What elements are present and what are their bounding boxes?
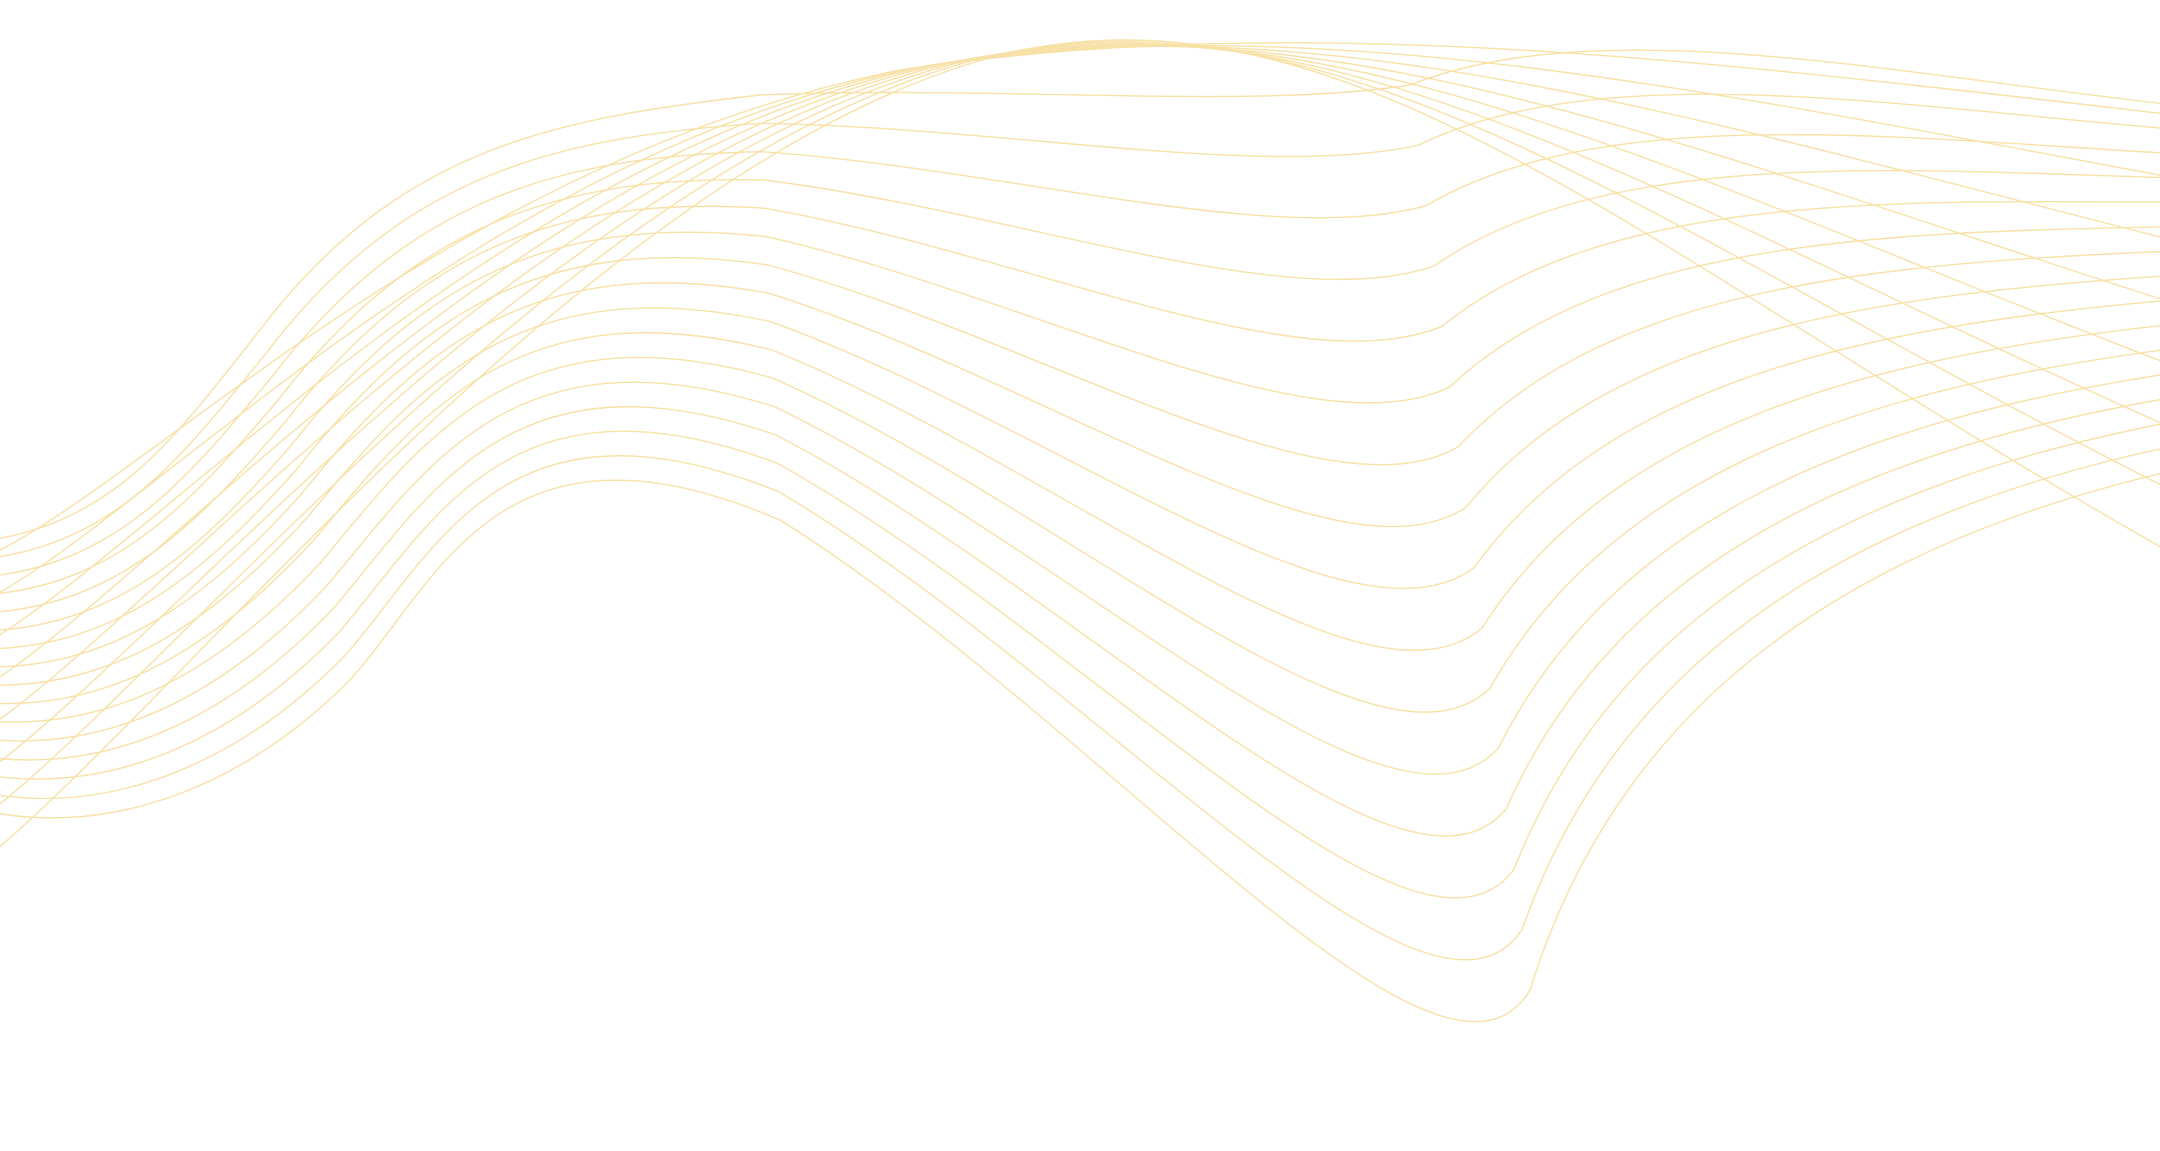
wave-line — [0, 398, 2160, 837]
wave-line — [0, 423, 2160, 899]
wave-line — [0, 133, 2160, 576]
wave-line — [0, 300, 2160, 686]
arc-line — [0, 42, 2160, 551]
wave-line — [0, 226, 2160, 631]
wave-line — [0, 93, 2160, 558]
wave-line — [0, 169, 2160, 594]
wave-line — [0, 200, 2160, 613]
arc-line — [0, 41, 2160, 805]
wave-line — [0, 448, 2160, 961]
lower-wave-lines — [0, 49, 2160, 1023]
wave-line — [0, 250, 2160, 650]
wave-line — [0, 275, 2160, 668]
wave-line — [0, 349, 2160, 723]
wave-line — [0, 472, 2160, 1023]
arc-line — [0, 44, 2160, 594]
arc-line — [0, 44, 2160, 721]
wave-line — [0, 374, 2160, 775]
wave-line — [0, 324, 2160, 705]
arc-line — [0, 39, 2160, 848]
upper-arc-lines — [0, 39, 2160, 848]
wave-line — [0, 49, 2160, 539]
